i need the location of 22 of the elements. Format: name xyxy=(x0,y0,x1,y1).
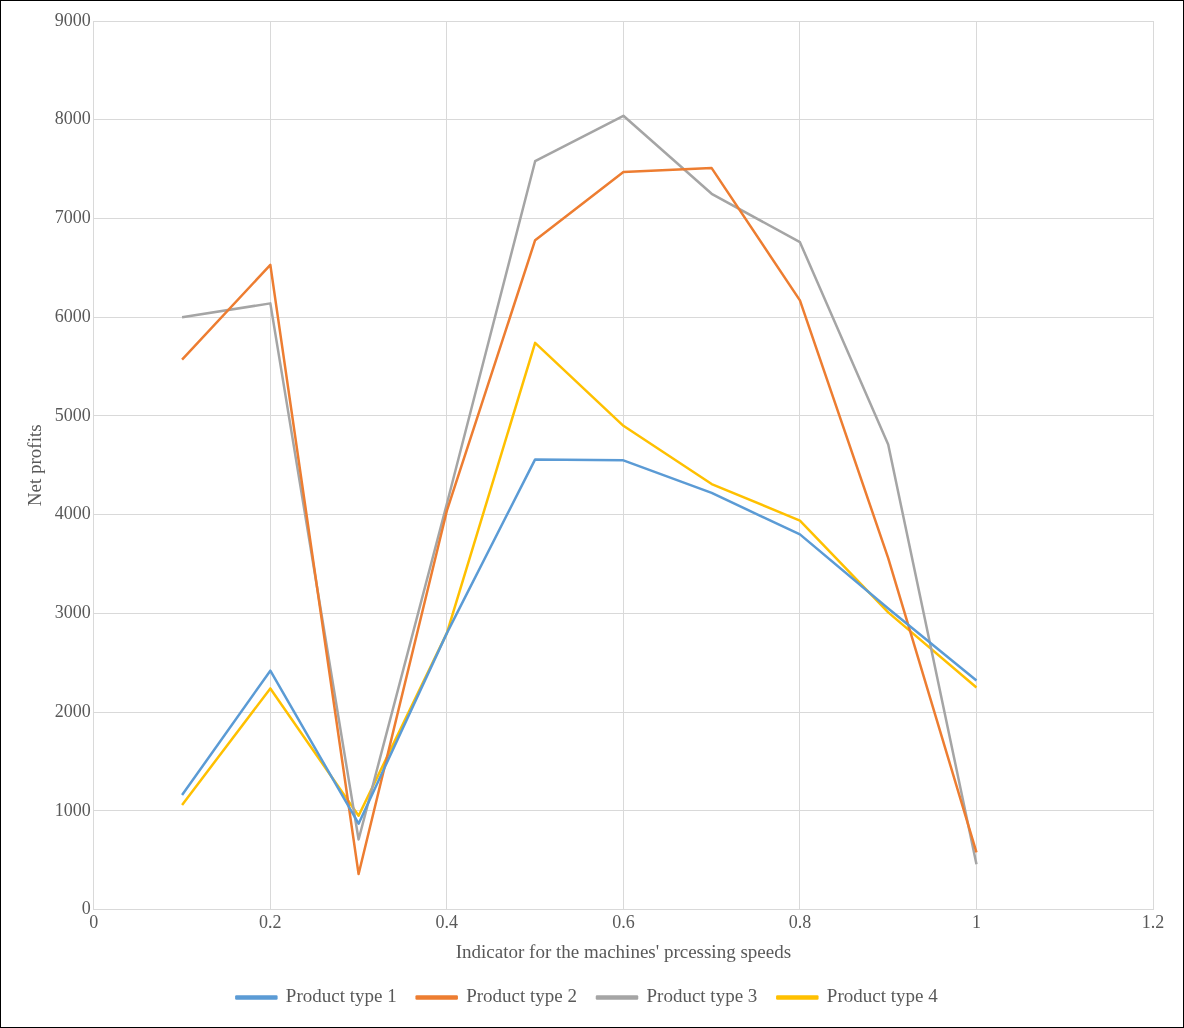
y-tick-label: 0 xyxy=(81,898,91,919)
y-tick-label: 2000 xyxy=(54,700,91,721)
x-axis-title: Indicator for the machines' prcessing speeds xyxy=(455,940,792,962)
x-tick-label: 0.8 xyxy=(788,912,812,933)
y-tick-label: 1000 xyxy=(54,799,91,820)
legend-label: Product type 1 xyxy=(285,985,397,1007)
legend-label: Product type 2 xyxy=(466,985,578,1007)
y-tick-label: 4000 xyxy=(54,503,91,524)
y-tick-label: 5000 xyxy=(54,404,91,425)
y-axis-title: Net profits xyxy=(24,424,46,507)
x-tick-label: 0.6 xyxy=(612,912,635,933)
legend-label: Product type 4 xyxy=(826,985,939,1007)
x-tick-label: 0.4 xyxy=(435,912,459,933)
y-tick-label: 9000 xyxy=(54,9,91,30)
y-tick-label: 7000 xyxy=(54,207,91,228)
y-tick-label: 3000 xyxy=(54,602,91,623)
legend-label: Product type 3 xyxy=(646,985,758,1007)
y-tick-label: 8000 xyxy=(54,108,91,129)
x-tick-label: 0.2 xyxy=(259,912,282,933)
x-tick-label: 1 xyxy=(971,912,981,933)
x-tick-label: 1.2 xyxy=(1141,912,1165,933)
y-tick-label: 6000 xyxy=(54,305,91,326)
